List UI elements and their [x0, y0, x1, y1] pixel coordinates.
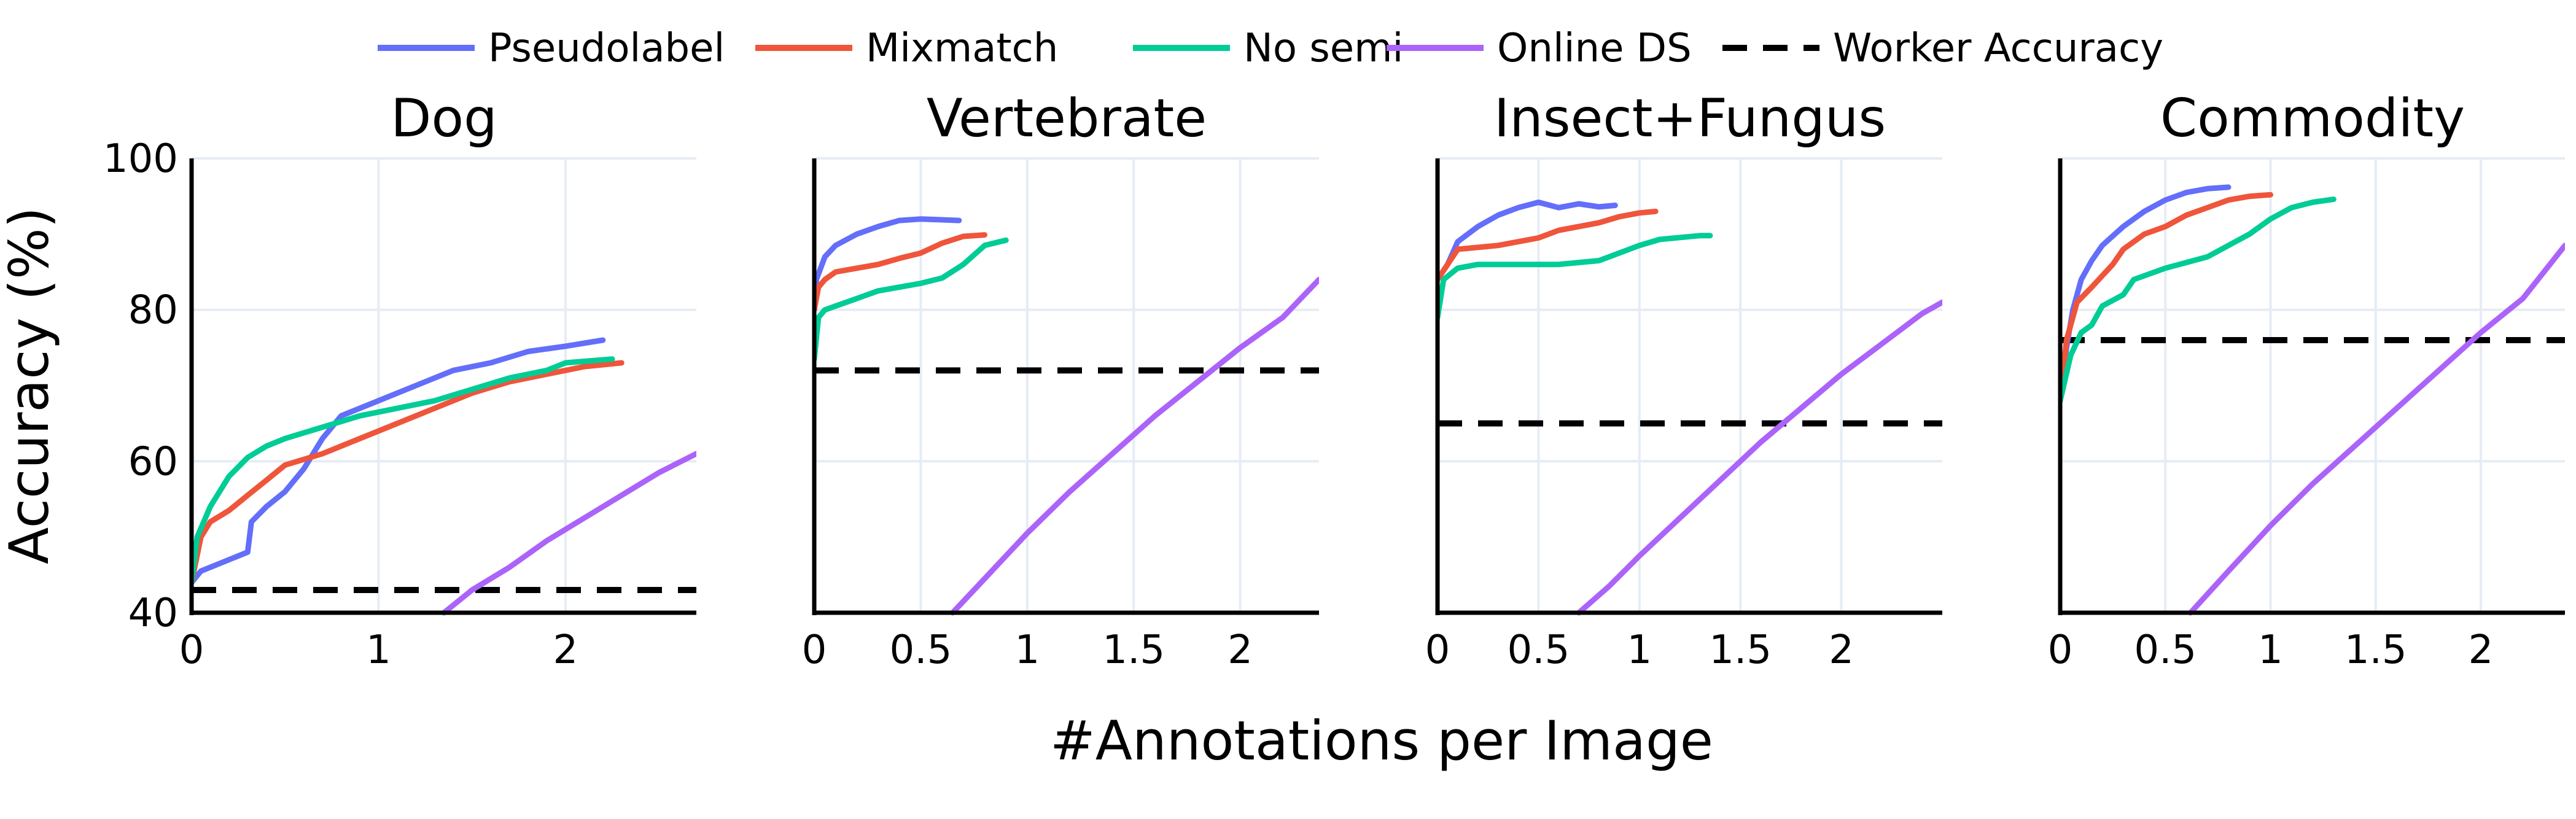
x-axis-title: #Annotations per Image — [1050, 709, 1713, 772]
panel-title: Commodity — [2160, 88, 2465, 149]
x-tick-label: 1 — [2258, 627, 2283, 673]
series-line-no-semi — [192, 356, 615, 586]
y-axis-title: Accuracy (%) — [0, 207, 61, 564]
x-tick-label: 2 — [2469, 627, 2494, 673]
y-tick-label: 100 — [103, 136, 178, 182]
panel-commodity: 0 0.5 1 1.5 2 Commodity — [2048, 88, 2565, 673]
x-tick-label: 2 — [1829, 627, 1854, 673]
x-tick-label: 0 — [2048, 627, 2073, 673]
series-group — [192, 337, 696, 616]
legend-label-mixmatch: Mixmatch — [866, 26, 1058, 71]
series-line-pseudolabel — [1438, 200, 1618, 282]
series-group — [2060, 184, 2565, 616]
x-tick-label: 0.5 — [890, 627, 952, 673]
legend-label-online-ds: Online DS — [1497, 26, 1692, 71]
series-line-no-semi — [814, 237, 1009, 362]
legend-label-worker-accuracy: Worker Accuracy — [1833, 26, 2163, 71]
x-tick-label: 0.5 — [2134, 627, 2197, 673]
panel-title: Insect+Fungus — [1494, 88, 1886, 149]
legend-label-no-semi: No semi — [1243, 26, 1403, 71]
x-tick-label: 0.5 — [1508, 627, 1570, 673]
x-tick-label: 1.5 — [1709, 627, 1772, 673]
x-tick-label: 2 — [553, 627, 578, 673]
panel-title: Vertebrate — [927, 88, 1207, 149]
panel-dog: 0 1 2 40 60 80 100 Dog — [103, 88, 696, 673]
series-group — [1438, 200, 1942, 616]
legend-item-worker-accuracy: Worker Accuracy — [1722, 26, 2163, 71]
series-line-mixmatch — [192, 360, 625, 586]
series-line-mixmatch — [1438, 208, 1659, 282]
x-tick-label: 2 — [1228, 627, 1253, 673]
x-tick-label: 0 — [1425, 627, 1450, 673]
series-line-online-ds — [1576, 299, 1942, 616]
x-tick-label: 1 — [1014, 627, 1040, 673]
legend-item-no-semi: No semi — [1133, 26, 1403, 71]
series-group — [814, 216, 1319, 616]
legend-item-pseudolabel: Pseudolabel — [378, 26, 725, 71]
series-line-online-ds — [949, 276, 1319, 616]
x-tick-label: 0 — [179, 627, 204, 673]
series-line-no-semi — [1438, 233, 1713, 320]
series-line-pseudolabel — [814, 216, 962, 313]
chart-panels: 0 1 2 40 60 80 100 Dog 0 0.5 1 1.5 2 Vertebrate 0 0.5 1 1… — [103, 88, 2565, 673]
panel-insect-fungus: 0 0.5 1 1.5 2 Insect+Fungus — [1425, 88, 1942, 673]
series-line-mixmatch — [2060, 192, 2273, 404]
legend-item-online-ds: Online DS — [1387, 26, 1692, 71]
series-line-no-semi — [2060, 196, 2337, 404]
x-tick-label: 1 — [1627, 627, 1652, 673]
y-tick-label: 60 — [128, 439, 178, 484]
x-tick-label: 1.5 — [2344, 627, 2407, 673]
series-line-online-ds — [2187, 243, 2565, 616]
series-line-online-ds — [441, 451, 696, 616]
series-line-mixmatch — [814, 232, 987, 313]
panel-vertebrate: 0 0.5 1 1.5 2 Vertebrate — [802, 88, 1319, 673]
legend-label-pseudolabel: Pseudolabel — [488, 26, 725, 71]
x-tick-label: 1.5 — [1102, 627, 1165, 673]
x-tick-label: 1 — [366, 627, 391, 673]
y-tick-label: 80 — [128, 288, 178, 333]
legend: Pseudolabel Mixmatch No semi Online DS Worke… — [378, 26, 2163, 71]
legend-item-mixmatch: Mixmatch — [755, 26, 1058, 71]
x-tick-label: 0 — [802, 627, 827, 673]
y-tick-label: 40 — [128, 591, 178, 636]
panel-title: Dog — [391, 88, 497, 149]
